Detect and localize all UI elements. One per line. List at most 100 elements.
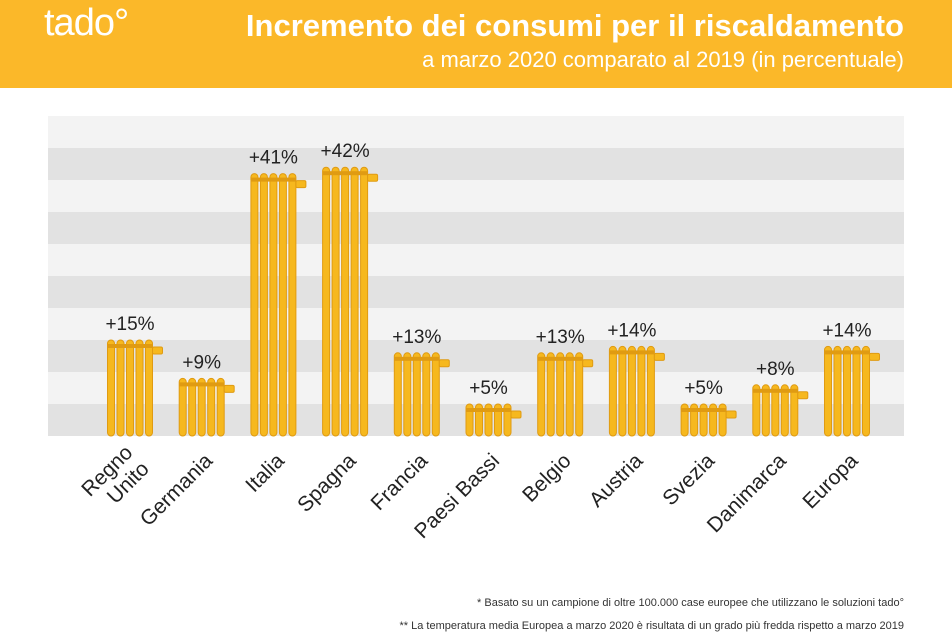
bar-4-pipe (394, 356, 440, 361)
grid-band (48, 276, 904, 308)
bar-5-pipe (466, 408, 511, 412)
bar-3-fin (331, 166, 340, 437)
bar-5-value-label: +5% (469, 378, 508, 399)
bar-2-fin (288, 173, 297, 437)
bar-9-value-label: +8% (756, 359, 795, 380)
bar-7-fin (618, 345, 627, 437)
bar-6-fin (546, 352, 555, 437)
category-label-8: Svezia (658, 449, 719, 510)
bar-10-fin (852, 345, 861, 437)
footnote-temperature: ** La temperatura media Europea a marzo … (399, 620, 904, 632)
category-label-7: Austria (585, 449, 648, 512)
bar-6-value-label: +13% (536, 327, 585, 348)
bar-0-valve (152, 346, 163, 355)
bar-10-fin (833, 345, 842, 437)
bar-6-fin (575, 352, 584, 437)
bar-4-fin (403, 352, 412, 437)
bar-9-valve (797, 391, 809, 400)
grid-band (48, 116, 904, 148)
chart-title: Incremento dei consumi per il riscaldame… (245, 8, 904, 43)
bar-0-pipe (107, 344, 153, 348)
bar-2-fin (250, 173, 259, 437)
category-label-9: Danimarca (703, 449, 791, 537)
bar-2-fin (259, 173, 268, 437)
bar-0-fin (145, 339, 153, 437)
bar-0-fin (107, 339, 115, 437)
bar-0-value-label: +15% (105, 314, 154, 335)
bar-0-fin (135, 339, 144, 437)
grid-band (48, 180, 904, 212)
bar-3-value-label: +42% (321, 141, 370, 162)
bar-0-fin (126, 339, 134, 437)
bar-7-valve (653, 352, 665, 361)
bar-4-fin (393, 352, 402, 437)
bar-3-fin (322, 166, 331, 437)
bar-9-fin (790, 384, 799, 437)
bar-10-pipe (824, 350, 870, 355)
bar-1-valve (223, 384, 235, 393)
bar-10-valve (869, 352, 880, 361)
bar-0-fin (116, 339, 125, 437)
chart-subtitle: a marzo 2020 comparato al 2019 (in perce… (422, 47, 904, 72)
bar-2-value-label: +41% (249, 148, 298, 169)
bar-3-valve (367, 173, 379, 182)
category-label-6: Belgio (518, 449, 576, 507)
bar-10-fin (824, 345, 832, 437)
category-label-4: Francia (367, 449, 433, 515)
bar-7-fin (646, 345, 655, 437)
grid-band (48, 340, 904, 372)
bar-8-valve (725, 410, 737, 419)
bar-4-valve (438, 359, 450, 368)
header-banner: tado° Incremento dei consumi per il risc… (0, 0, 952, 88)
bar-3-pipe (322, 171, 368, 176)
bar-7-value-label: +14% (607, 320, 656, 341)
bar-1-value-label: +9% (182, 352, 221, 373)
category-label-0: RegnoUnito (77, 441, 153, 517)
bar-1-fin (197, 377, 206, 437)
bar-4-fin (422, 352, 431, 437)
bar-1-fin (188, 377, 197, 437)
bar-9-fin (780, 384, 789, 437)
grid-band (48, 244, 904, 276)
bar-1-fin (178, 377, 187, 437)
bar-2-valve (295, 180, 307, 189)
bar-5-valve (510, 410, 522, 419)
bar-2-fin (278, 173, 287, 437)
category-label-10: Europa (798, 449, 862, 513)
bar-1-pipe (179, 382, 225, 387)
bar-10-fin (843, 345, 851, 437)
grid-band (48, 308, 904, 340)
bar-9-fin (761, 384, 770, 437)
tado-logo: tado° (44, 2, 129, 44)
bar-2-fin (269, 173, 278, 437)
bar-6-fin (537, 352, 546, 437)
bar-9-pipe (752, 388, 798, 393)
grid-band (48, 212, 904, 244)
bar-8-value-label: +5% (684, 378, 723, 399)
bar-7-fin (627, 345, 636, 437)
category-label-1: Germania (136, 449, 218, 531)
bar-6-fin (556, 352, 565, 437)
bar-3-fin (350, 166, 359, 437)
bar-2-pipe (250, 177, 296, 182)
bar-6-valve (582, 359, 594, 368)
bar-3-fin (341, 166, 350, 437)
bar-9-fin (752, 384, 761, 437)
bar-4-fin (431, 352, 440, 437)
bar-7-pipe (609, 350, 655, 355)
bar-1-fin (207, 377, 216, 437)
grid-band (48, 148, 904, 180)
bar-7-fin (608, 345, 617, 437)
bar-6-fin (565, 352, 574, 437)
bar-10-value-label: +14% (822, 320, 871, 341)
bar-3-fin (360, 166, 369, 437)
bar-9-fin (771, 384, 780, 437)
bar-6-pipe (537, 356, 583, 361)
bar-1-fin (216, 377, 225, 437)
bar-8-pipe (681, 408, 727, 412)
bar-10-fin (862, 345, 870, 437)
category-label-2: Italia (241, 449, 289, 497)
category-label-3: Spagna (293, 449, 361, 517)
bar-4-value-label: +13% (392, 327, 441, 348)
